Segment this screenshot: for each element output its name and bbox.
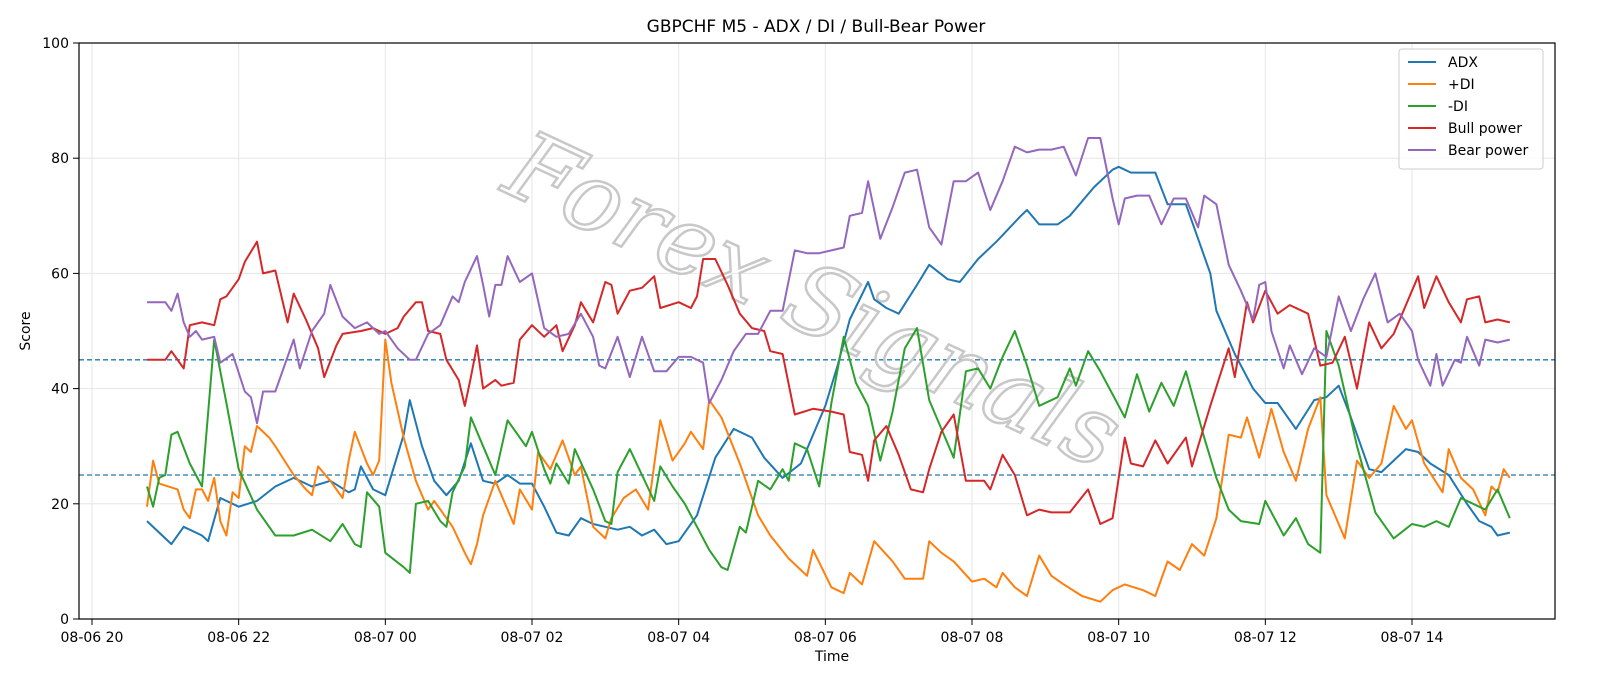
series-line-di xyxy=(146,338,1511,603)
x-tick-label: 08-07 14 xyxy=(1381,630,1444,646)
x-tick-label: 08-07 08 xyxy=(941,630,1004,646)
x-tick-label: 08-06 22 xyxy=(207,630,270,646)
series-line-adx xyxy=(146,165,1511,546)
legend-label: +DI xyxy=(1448,77,1475,93)
reference-lines xyxy=(79,359,1555,476)
series-line-di xyxy=(146,327,1511,574)
legend-label: -DI xyxy=(1448,99,1468,115)
x-axis: 08-06 20 08-06 22 08-07 00 08-07 02 08-07 04… xyxy=(61,619,1444,646)
legend-box xyxy=(1398,48,1544,170)
x-tick-label: 08-07 10 xyxy=(1087,630,1150,646)
x-tick-label: 08-07 06 xyxy=(794,630,857,646)
x-tick-label: 08-07 04 xyxy=(647,630,710,646)
y-tick-label: 100 xyxy=(42,36,69,52)
y-axis: 0 20 40 60 80 100 xyxy=(42,36,79,628)
legend-label: ADX xyxy=(1448,55,1478,71)
y-tick-label: 20 xyxy=(51,497,69,513)
x-tick-label: 08-06 20 xyxy=(61,630,124,646)
legend-label: Bear power xyxy=(1448,143,1529,159)
y-tick-label: 80 xyxy=(51,151,69,167)
x-axis-label: Time xyxy=(814,649,849,665)
y-tick-label: 0 xyxy=(60,612,69,628)
chart-title: GBPCHF M5 - ADX / DI / Bull-Bear Power xyxy=(647,17,986,37)
y-tick-label: 60 xyxy=(51,266,69,282)
plot-frame xyxy=(78,42,1556,620)
y-tick-label: 40 xyxy=(51,382,69,398)
series-line-bear-power xyxy=(147,137,1511,425)
x-tick-label: 08-07 12 xyxy=(1234,630,1297,646)
legend-label: Bull power xyxy=(1448,121,1522,137)
series-lines xyxy=(146,137,1511,603)
legend: ADX +DI -DI Bull power Bear power xyxy=(1398,48,1544,170)
x-tick-label: 08-07 00 xyxy=(354,630,417,646)
x-tick-label: 08-07 02 xyxy=(501,630,564,646)
y-axis-label: Score xyxy=(18,311,34,350)
